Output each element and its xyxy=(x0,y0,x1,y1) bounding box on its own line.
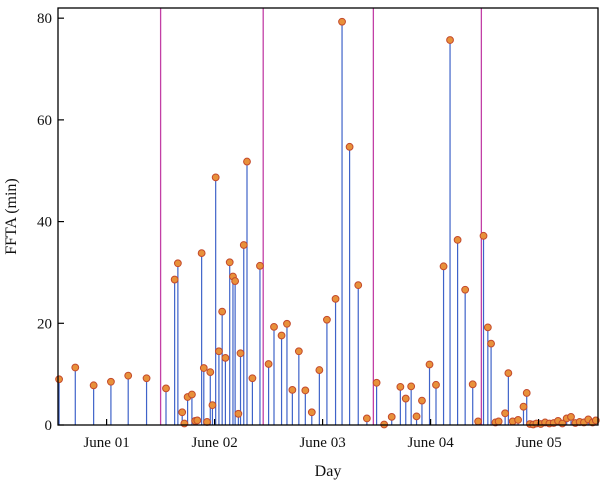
stem-marker xyxy=(162,384,170,393)
stem-marker xyxy=(425,360,434,369)
stem-marker xyxy=(396,382,405,391)
stem-marker xyxy=(345,142,354,151)
stem-marker xyxy=(474,417,483,426)
y-tick-label: 60 xyxy=(37,113,52,129)
stem-marker xyxy=(142,374,151,383)
y-tick-label: 40 xyxy=(37,215,52,231)
stem-marker xyxy=(288,386,297,394)
stem-marker xyxy=(256,261,264,270)
stem-marker xyxy=(315,366,324,374)
stem-marker xyxy=(124,371,133,380)
day-dividers xyxy=(159,8,483,425)
stem-marker xyxy=(418,396,426,405)
stem-marker xyxy=(307,408,316,417)
stem-marker xyxy=(178,408,187,417)
stem-marker xyxy=(208,401,217,410)
stem-marker xyxy=(372,378,381,387)
y-tick-label: 20 xyxy=(37,316,52,332)
x-tick-label: June 02 xyxy=(191,435,237,451)
stem-marker xyxy=(218,307,227,316)
stem-marker xyxy=(193,416,202,425)
stem-marker xyxy=(338,17,346,26)
stem-marker xyxy=(432,380,440,389)
x-tick-label: June 05 xyxy=(515,435,561,451)
stem-marker xyxy=(277,331,286,340)
stem-marker xyxy=(504,369,513,378)
stem-marker xyxy=(236,349,245,358)
x-tick-label: June 01 xyxy=(83,435,129,451)
stem-marker xyxy=(283,319,291,328)
stem-marker xyxy=(519,402,528,411)
stem-marker xyxy=(215,347,223,356)
stem-marker xyxy=(243,157,251,166)
stem-marker xyxy=(401,394,410,403)
stem-marker xyxy=(439,262,448,271)
stem-marker xyxy=(264,360,273,368)
stem-marker xyxy=(407,382,416,391)
stem-marker xyxy=(514,416,522,424)
stem-marker xyxy=(301,386,310,395)
x-axis-label: Day xyxy=(315,463,342,480)
stem-marker xyxy=(483,323,492,332)
stem-marker xyxy=(55,375,63,384)
y-axis-label: FFTA (min) xyxy=(3,178,20,255)
stem-marker xyxy=(567,412,575,421)
data-stems xyxy=(58,21,597,425)
y-axis-ticks: 0 20 40 60 80 xyxy=(37,11,64,434)
stem-marker xyxy=(239,241,248,249)
plot-frame xyxy=(57,7,599,426)
stem-marker xyxy=(331,294,340,303)
stem-marker xyxy=(197,249,206,258)
stem-marker xyxy=(387,412,396,421)
stem-marker xyxy=(453,235,462,244)
stem-marker xyxy=(270,322,278,331)
stem-marker xyxy=(173,259,182,268)
stem-marker xyxy=(203,418,211,426)
y-tick-label: 0 xyxy=(45,418,53,434)
stem-marker xyxy=(479,231,488,240)
stem-marker xyxy=(468,380,477,389)
stem-marker xyxy=(225,258,234,267)
stem-marker xyxy=(188,390,196,399)
stem-marker xyxy=(461,285,470,294)
stem-marker xyxy=(362,414,371,423)
stem-marker xyxy=(234,409,243,418)
stem-marker xyxy=(487,339,495,348)
y-tick-label: 80 xyxy=(37,11,52,27)
stem-marker xyxy=(170,275,179,284)
stem-marker xyxy=(89,381,98,390)
stem-marker xyxy=(221,353,230,362)
stem-marker xyxy=(231,277,240,285)
stem-marker xyxy=(107,377,115,386)
stem-marker xyxy=(206,368,215,377)
stem-marker xyxy=(199,364,208,372)
data-markers xyxy=(55,17,600,429)
stem-marker xyxy=(180,419,189,428)
stem-marker xyxy=(354,281,363,290)
stem-marker xyxy=(446,36,454,44)
x-tick-label: June 04 xyxy=(407,435,454,451)
stem-marker xyxy=(412,412,421,421)
stem-marker xyxy=(494,417,503,426)
stem-marker xyxy=(248,374,257,383)
stem-marker xyxy=(211,173,220,182)
stem-marker xyxy=(323,315,331,324)
x-tick-label: June 03 xyxy=(299,435,345,451)
x-axis-ticks: June 01 June 02 June 03 June 04 June 05 xyxy=(83,419,562,451)
stem-marker xyxy=(522,389,531,397)
stem-marker xyxy=(294,347,303,356)
stem-marker xyxy=(71,363,80,372)
stem-marker xyxy=(501,409,510,418)
